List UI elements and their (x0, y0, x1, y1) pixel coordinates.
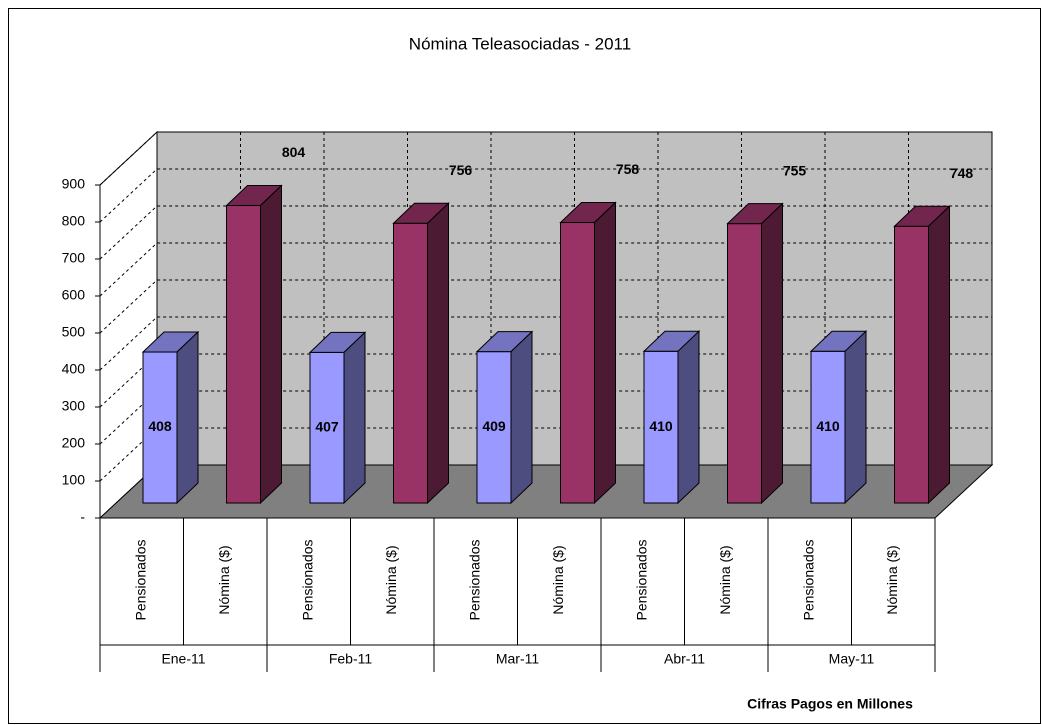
x-category-label: May-11 (829, 651, 875, 667)
x-subcategory-label: Pensionados (633, 540, 649, 621)
bar-front (560, 222, 595, 504)
y-tick-label: 100 (62, 472, 86, 488)
y-tick-label: 700 (62, 250, 86, 266)
grid-line (99, 205, 992, 260)
bar-front (894, 225, 929, 504)
data-label: 804 (282, 144, 306, 160)
bar-side (928, 205, 950, 505)
x-subcategory-label: Nómina ($) (216, 545, 232, 614)
data-label: 408 (148, 418, 172, 434)
grid-line (99, 353, 992, 408)
x-subcategory-label: Pensionados (800, 540, 816, 621)
bar-side (761, 202, 783, 505)
grid-line (99, 390, 992, 445)
data-label: 755 (783, 162, 807, 178)
chart-title: Nómina Teleasociadas - 2011 (409, 34, 631, 53)
y-tick-label: 300 (62, 398, 86, 414)
y-tick-label: - (80, 509, 85, 525)
data-label: 758 (616, 161, 640, 177)
x-subcategory-label: Pensionados (466, 540, 482, 621)
grid-line (99, 242, 992, 297)
data-label: 410 (816, 418, 840, 434)
grid-line (99, 131, 992, 186)
bar-front (393, 222, 428, 504)
grid-line (99, 279, 992, 334)
x-category-label: Ene-11 (161, 651, 205, 667)
x-subcategory-label: Nómina ($) (884, 545, 900, 614)
x-subcategory-label: Nómina ($) (717, 545, 733, 614)
data-label: 410 (649, 418, 673, 434)
y-tick-label: 400 (62, 361, 86, 377)
x-category-label: Mar-11 (496, 651, 540, 667)
data-label: 409 (482, 418, 506, 434)
bar-front (309, 351, 345, 504)
bar-side (260, 184, 282, 505)
bar-front (810, 350, 846, 504)
annotation: Cifras Pagos en Millones (747, 696, 913, 712)
data-label: 748 (950, 165, 974, 181)
y-tick-label: 900 (62, 176, 86, 192)
y-tick-label: 600 (62, 287, 86, 303)
x-category-label: Feb-11 (329, 651, 373, 667)
x-subcategory-label: Pensionados (132, 540, 148, 621)
x-subcategory-label: Pensionados (299, 540, 315, 621)
bar-side (176, 330, 199, 505)
bar-side (594, 201, 616, 505)
x-subcategory-label: Nómina ($) (383, 545, 399, 614)
y-tick-label: 800 (62, 213, 86, 229)
bar-side (427, 202, 449, 505)
bar-side (343, 331, 366, 505)
grid-line (99, 168, 992, 223)
data-label: 756 (449, 162, 473, 178)
bar-side (677, 330, 700, 505)
grid-line (99, 427, 992, 482)
bar-side (510, 330, 533, 505)
y-tick-label: 500 (62, 324, 86, 340)
bar-front (226, 205, 261, 504)
bar-side (844, 330, 867, 505)
grid-line (99, 316, 992, 371)
bar-front (476, 351, 512, 504)
data-label: 407 (315, 418, 339, 434)
x-subcategory-label: Nómina ($) (550, 545, 566, 614)
y-tick-label: 200 (62, 435, 86, 451)
bar-front (727, 223, 762, 504)
x-category-label: Abr-11 (664, 651, 705, 667)
